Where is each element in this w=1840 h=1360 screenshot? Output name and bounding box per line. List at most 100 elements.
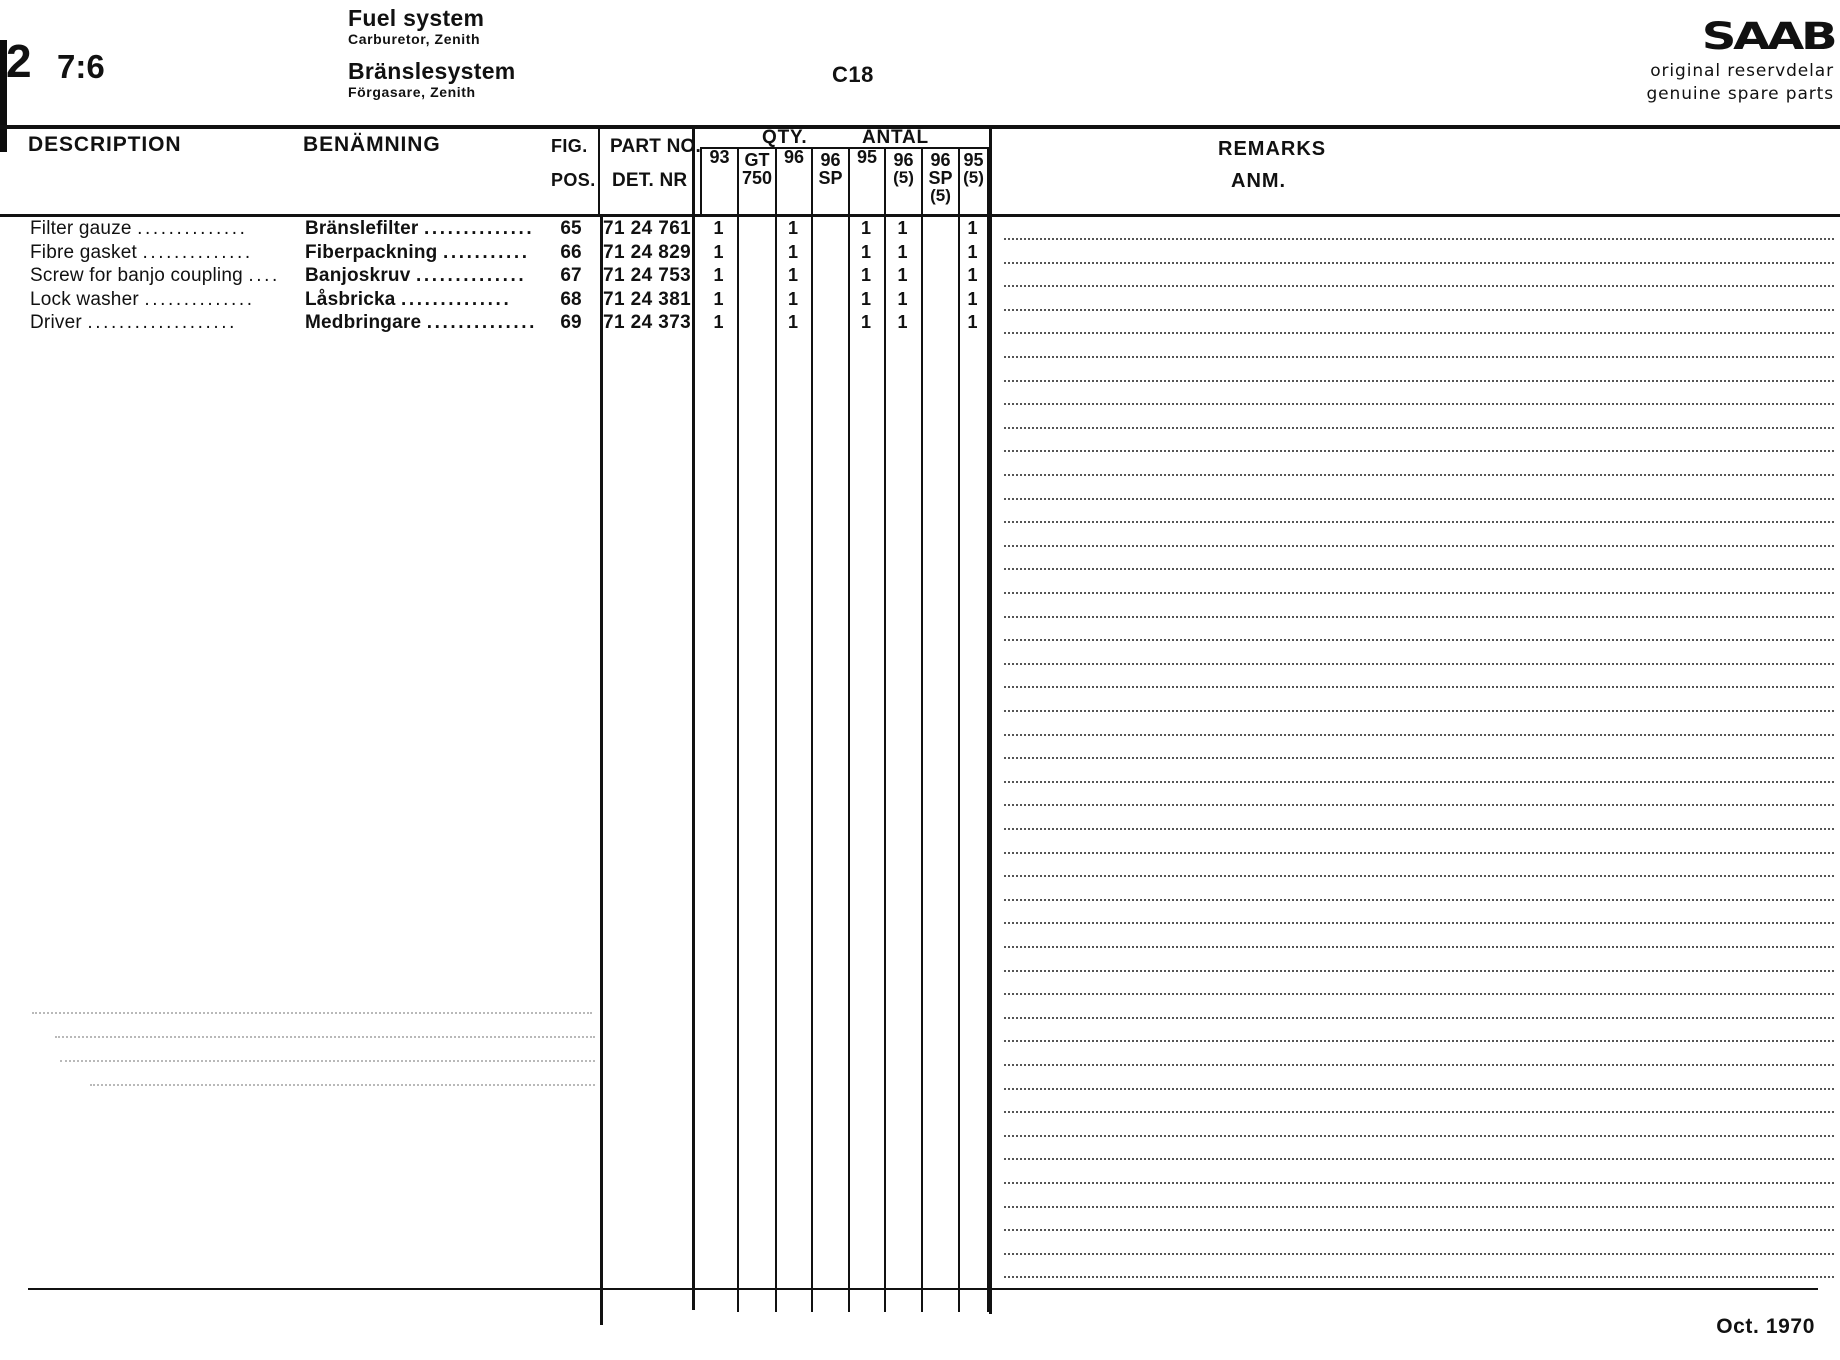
plate-code: C18: [832, 62, 874, 87]
column-divider: [598, 125, 600, 217]
cell-fig-pos: 69: [560, 312, 582, 333]
cell-qty-2: 1: [787, 241, 798, 262]
remarks-dotted-line: [1004, 356, 1834, 360]
cell-qty-0: 1: [713, 218, 724, 238]
subtitle-swedish: Förgasare, Zenith: [348, 84, 476, 101]
cell-qty-0: 1: [713, 265, 724, 285]
qty-header-line: (5): [963, 168, 984, 187]
qty-subheader-rule: [700, 147, 987, 149]
cell-part-number: 71 24 829: [603, 241, 692, 263]
cell-qty-0: 1: [713, 288, 724, 309]
cell-qty-2: 1: [787, 312, 798, 332]
cell-qty-0: 1: [713, 241, 724, 262]
qty-column-header-3: 96 SP: [811, 148, 848, 214]
cell-qty-7: 1: [967, 241, 978, 262]
column-header-description: DESCRIPTION: [28, 133, 182, 156]
remarks-dotted-line: [1004, 969, 1834, 974]
cell-qty-2: 1: [787, 218, 798, 238]
faint-dotted-line: [55, 1036, 595, 1040]
remarks-dotted-line: [1004, 1182, 1834, 1186]
remarks-dotted-line: [1004, 1134, 1834, 1139]
remarks-dotted-line: [1004, 686, 1834, 690]
remarks-dotted-line: [1004, 521, 1834, 525]
remarks-dotted-line: [1004, 1229, 1834, 1233]
remarks-dotted-line: [1004, 828, 1834, 832]
cell-part-number: 71 24 381: [603, 288, 692, 310]
remarks-dotted-line: [1004, 1016, 1834, 1021]
section-subnumber: 7:6: [57, 48, 105, 85]
title-block: Fuel system Carburetor, Zenith Bränslesy…: [348, 6, 908, 100]
title-swedish: Bränslesystem: [348, 58, 516, 85]
cell-qty-7: 1: [967, 288, 978, 309]
table-header-bottom-rule: [0, 214, 1840, 217]
cell-qty-2: 1: [787, 265, 798, 285]
brand-tagline-english: genuine spare parts: [1646, 83, 1834, 104]
column-header-benamning: BENÄMNING: [303, 133, 441, 156]
table-bottom-rule: [28, 1288, 1818, 1290]
remarks-dotted-line: [1004, 332, 1834, 336]
cell-qty-2: 1: [787, 288, 798, 309]
section-number: 2: [6, 35, 32, 87]
column-header-remarks: REMARKS: [1218, 138, 1327, 160]
qty-column-header-5: 96 (5): [884, 148, 921, 214]
cell-qty-7: 1: [967, 312, 978, 332]
cell-fig-pos: 65: [560, 218, 582, 239]
subtitle-english: Carburetor, Zenith: [348, 30, 481, 47]
table-row[interactable]: Driver ................... Medbringare ..…: [0, 312, 1840, 335]
cell-qty-4: 1: [860, 312, 871, 332]
qty-header-line: SP: [928, 168, 953, 188]
remarks-dotted-line: [1004, 733, 1834, 738]
table-row[interactable]: Lock washer .............. Låsbricka ....…: [0, 289, 1840, 312]
remarks-dotted-line: [1004, 780, 1834, 785]
cell-benamning: Banjoskruv ..............: [305, 265, 527, 286]
cell-description: Screw for banjo coupling ....: [30, 265, 280, 286]
remarks-dotted-line: [1004, 1158, 1834, 1162]
cell-fig-pos: 66: [560, 241, 582, 263]
cell-description: Lock washer ..............: [30, 288, 255, 310]
remarks-dotted-line: [1004, 1252, 1834, 1257]
cell-description: Driver ...................: [30, 312, 238, 333]
qty-header-line: 96: [930, 150, 951, 170]
table-row[interactable]: Fibre gasket .............. Fiberpackning…: [0, 242, 1840, 265]
remarks-dotted-line: [1004, 403, 1834, 407]
cell-qty-5: 1: [897, 218, 908, 238]
remarks-dotted-line: [1004, 426, 1834, 431]
brand-block: SAAB original reservdelar genuine spare …: [1414, 16, 1837, 104]
remarks-dotted-line: [1004, 238, 1834, 242]
footer-date: Oct. 1970: [1716, 1315, 1815, 1338]
remarks-dotted-line: [1004, 639, 1834, 643]
page-header: 2 7:6 Fuel system Carburetor, Zenith Brä…: [0, 0, 1840, 120]
remarks-dotted-line: [1004, 922, 1834, 926]
column-divider: [848, 147, 850, 1312]
remarks-dotted-line: [1004, 615, 1834, 620]
column-divider: [811, 147, 813, 1312]
remarks-dotted-line: [1004, 946, 1834, 950]
qty-header-line: (5): [930, 186, 951, 206]
cell-benamning: Fiberpackning ...........: [305, 241, 530, 263]
brand-tagline-swedish: original reservdelar: [1650, 61, 1834, 81]
remarks-dotted-line: [1004, 710, 1834, 714]
qty-column-header-7: 95 (5): [958, 148, 987, 214]
remarks-dotted-line: [1004, 474, 1834, 478]
remarks-dotted-line: [1004, 308, 1834, 313]
qty-header-line: 96: [820, 150, 841, 170]
cell-part-number: 71 24 753: [603, 265, 692, 286]
remarks-dotted-line: [1004, 497, 1834, 502]
cell-qty-4: 1: [860, 241, 871, 262]
column-header-part-no: PART NO.: [610, 136, 701, 157]
column-header-det-nr: DET. NR: [612, 170, 688, 191]
column-divider: [989, 125, 992, 1314]
column-divider: [737, 147, 739, 1312]
table-row[interactable]: Screw for banjo coupling .... Banjoskruv …: [0, 265, 1840, 288]
qty-column-header-2: 96: [775, 148, 811, 214]
cell-qty-5: 1: [897, 288, 908, 309]
cell-qty-4: 1: [860, 265, 871, 285]
table-row[interactable]: Filter gauze .............. Bränslefilter…: [0, 218, 1840, 241]
column-divider: [600, 217, 603, 1325]
qty-header-line: 96: [893, 150, 914, 170]
remarks-dotted-line: [1004, 851, 1834, 856]
cell-part-number: 71 24 373: [603, 312, 692, 333]
qty-header-line: 750: [741, 168, 773, 188]
qty-column-header-1: GT 750: [737, 148, 775, 214]
table-top-rule: [0, 125, 1840, 129]
